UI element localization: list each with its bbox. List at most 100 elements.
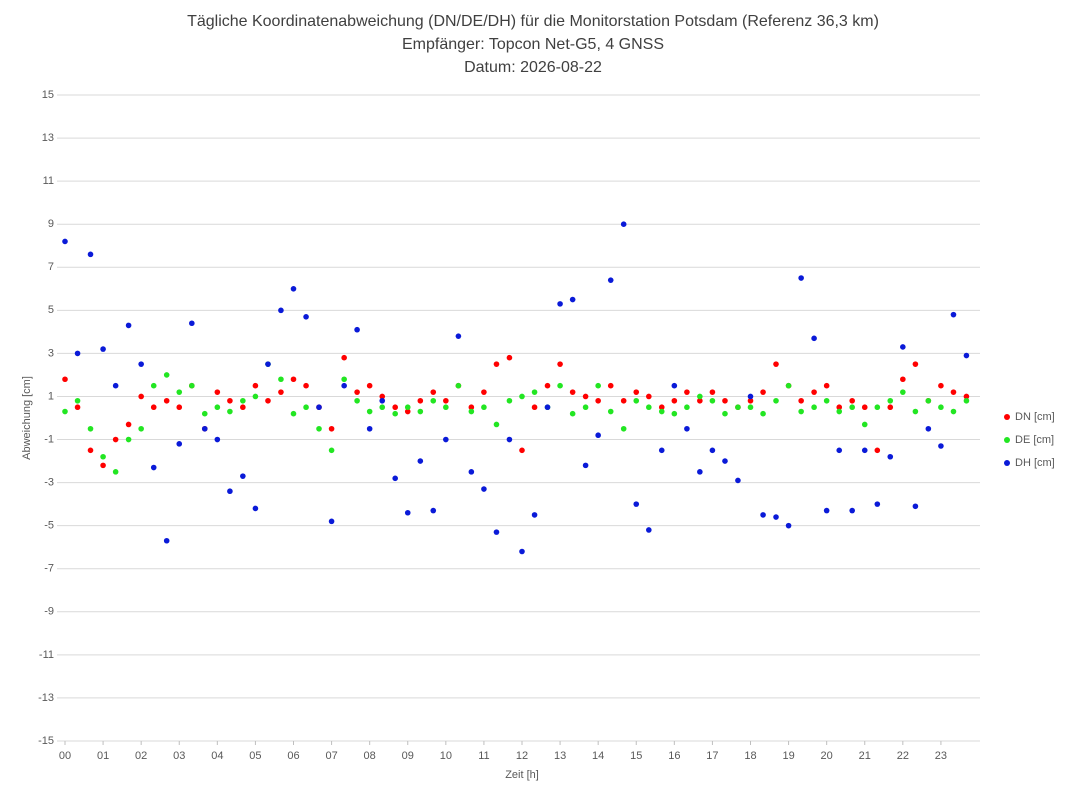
x-tick-label: 03	[173, 750, 185, 762]
x-tick-label: 08	[364, 750, 376, 762]
y-tick-label: -15	[38, 735, 54, 747]
data-point	[163, 372, 170, 378]
data-point	[379, 393, 386, 400]
data-point	[607, 277, 614, 283]
data-point	[214, 404, 221, 411]
data-point	[544, 404, 551, 411]
data-point	[519, 447, 525, 454]
data-point	[392, 475, 398, 482]
data-point	[950, 408, 957, 415]
data-point	[417, 458, 424, 464]
data-point	[443, 397, 449, 404]
data-point	[240, 397, 246, 404]
data-point	[303, 404, 309, 411]
data-point	[62, 238, 68, 245]
data-point	[138, 393, 144, 400]
data-point	[366, 425, 373, 432]
data-point	[620, 425, 627, 432]
data-point	[925, 397, 932, 404]
data-point	[684, 425, 690, 432]
data-point	[785, 522, 792, 529]
data-point	[836, 447, 843, 454]
x-tick-label: 20	[821, 750, 833, 762]
x-tick-label: 05	[249, 750, 261, 762]
data-point	[112, 436, 119, 443]
data-point	[595, 397, 601, 404]
legend-marker	[1004, 414, 1010, 420]
data-point	[100, 346, 106, 352]
x-tick-label: 23	[935, 750, 947, 762]
data-point	[823, 397, 830, 404]
x-tick-label: 07	[325, 750, 337, 762]
data-point	[493, 529, 500, 535]
data-point	[468, 469, 475, 475]
data-point	[404, 404, 411, 411]
marks	[62, 221, 970, 555]
data-point	[252, 393, 259, 400]
x-tick-label: 21	[859, 750, 871, 762]
data-point	[468, 408, 475, 415]
data-point	[658, 447, 665, 454]
x-tick-label: 06	[287, 750, 299, 762]
data-point	[912, 361, 919, 367]
data-point	[671, 382, 678, 389]
data-point	[125, 436, 132, 443]
data-point	[481, 389, 487, 395]
data-point	[709, 447, 716, 454]
data-point	[658, 408, 665, 415]
data-point	[811, 389, 817, 395]
y-tick-label: 9	[48, 218, 54, 230]
data-point	[900, 344, 906, 350]
data-point	[836, 408, 843, 415]
data-point	[607, 382, 614, 389]
y-tick-label: 5	[48, 304, 54, 316]
data-point	[506, 354, 513, 361]
data-point	[443, 436, 449, 443]
data-point	[811, 335, 817, 342]
data-point	[366, 382, 373, 389]
data-point	[392, 404, 398, 411]
data-point	[722, 410, 728, 417]
data-point	[278, 376, 284, 383]
data-point	[773, 361, 779, 367]
data-point	[227, 488, 233, 495]
data-point	[887, 453, 894, 460]
y-tick-label: 1	[48, 390, 54, 402]
data-point	[531, 512, 538, 518]
data-point	[430, 389, 437, 395]
x-tick-label: 11	[478, 750, 489, 762]
data-point	[747, 393, 754, 400]
y-tick-label: -1	[44, 433, 54, 445]
data-point	[963, 393, 970, 400]
data-point	[328, 425, 335, 432]
data-point	[963, 352, 970, 359]
x-tick-label: 10	[440, 750, 452, 762]
data-point	[481, 404, 487, 411]
y-tick-label: -13	[38, 692, 54, 704]
data-point	[760, 512, 766, 518]
data-point	[417, 397, 424, 404]
data-point	[341, 354, 347, 361]
y-tick-label: 7	[48, 261, 54, 273]
data-point	[176, 389, 183, 395]
data-point	[430, 397, 437, 404]
data-point	[874, 501, 881, 507]
x-tick-label: 12	[516, 750, 528, 762]
y-tick-label: -9	[44, 606, 54, 618]
data-point	[74, 397, 81, 404]
data-point	[760, 410, 766, 417]
data-point	[557, 361, 563, 367]
data-point	[874, 404, 881, 411]
data-point	[811, 404, 817, 411]
data-point	[493, 421, 500, 428]
data-point	[900, 376, 906, 383]
data-point	[887, 404, 894, 411]
data-point	[138, 425, 144, 432]
data-point	[697, 469, 703, 475]
data-point	[531, 404, 538, 411]
data-point	[607, 408, 614, 415]
data-point	[785, 382, 792, 389]
legend-label: DH [cm]	[1015, 457, 1055, 469]
data-point	[519, 393, 525, 400]
